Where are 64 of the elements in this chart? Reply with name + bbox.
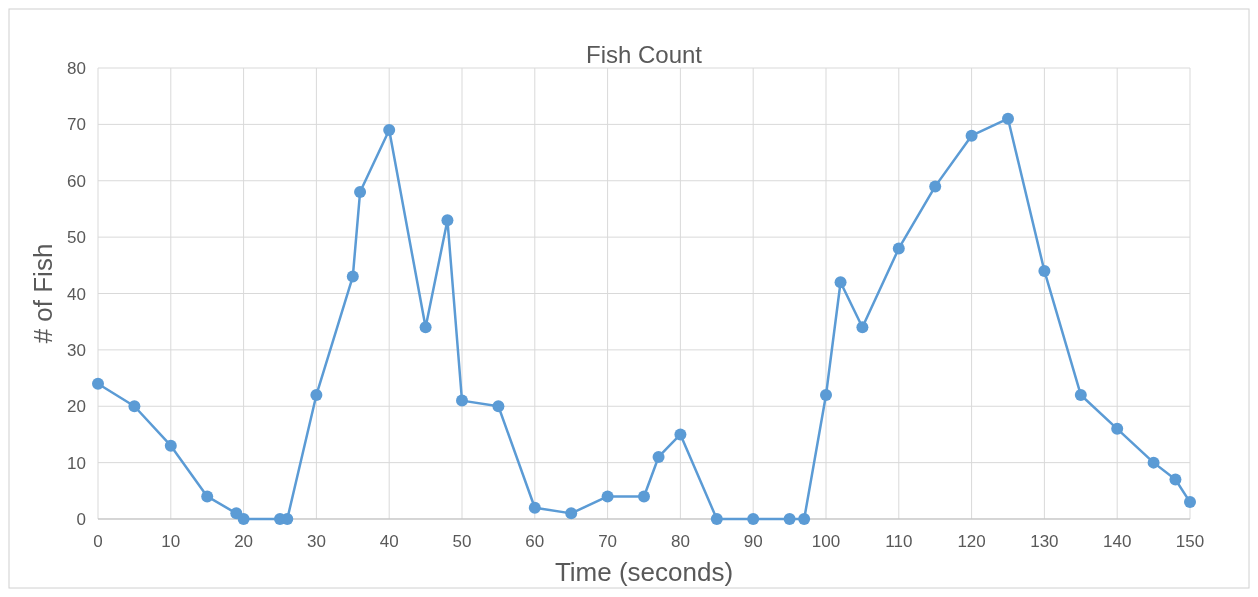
point xyxy=(674,428,687,441)
x-tick-label: 70 xyxy=(598,532,618,551)
x-tick-label: 120 xyxy=(957,532,986,551)
point xyxy=(1184,496,1196,509)
chart-title: Fish Count xyxy=(585,41,703,68)
x-tick-label: 0 xyxy=(93,532,103,551)
point xyxy=(201,490,214,503)
point xyxy=(856,321,869,334)
point xyxy=(310,388,323,401)
x-tick-label: 10 xyxy=(161,532,181,551)
y-tick-label: 40 xyxy=(67,284,86,304)
point xyxy=(1147,456,1160,469)
point xyxy=(441,214,454,227)
y-axis-title: # of Fish xyxy=(28,243,58,344)
y-tick-label: 70 xyxy=(67,115,86,135)
x-tick-label: 80 xyxy=(670,532,690,551)
point xyxy=(1169,473,1182,486)
point xyxy=(346,270,359,283)
x-axis-title: Time (seconds) xyxy=(554,557,734,587)
x-tick-label: 60 xyxy=(525,532,545,551)
point xyxy=(383,124,396,137)
point xyxy=(710,513,723,525)
y-tick-label: 50 xyxy=(67,228,86,248)
x-tick-label: 30 xyxy=(306,532,326,551)
y-tick-label: 20 xyxy=(67,397,86,417)
point xyxy=(565,507,578,520)
x-tick-label: 20 xyxy=(234,532,254,551)
point xyxy=(1038,264,1051,277)
point xyxy=(798,513,811,525)
point xyxy=(965,129,978,142)
x-tick-label: 110 xyxy=(885,532,913,551)
x-tick-label: 150 xyxy=(1175,532,1205,551)
point xyxy=(528,501,541,514)
point xyxy=(638,490,650,503)
point xyxy=(128,400,141,413)
y-tick-label: 10 xyxy=(67,453,86,473)
point xyxy=(601,490,614,503)
point xyxy=(820,388,832,401)
y-tick-label: 0 xyxy=(76,510,86,529)
point xyxy=(1002,112,1014,125)
y-tick-label: 30 xyxy=(67,340,86,360)
x-tick-label: 140 xyxy=(1103,532,1132,551)
point xyxy=(419,321,432,334)
y-tick-label: 80 xyxy=(67,59,86,78)
point xyxy=(456,394,468,407)
y-tick-label: 60 xyxy=(67,171,86,191)
point xyxy=(929,180,942,193)
x-tick-label: 40 xyxy=(379,532,399,551)
point xyxy=(237,513,250,525)
point xyxy=(834,276,847,289)
point xyxy=(492,400,505,413)
x-tick-label: 130 xyxy=(1030,532,1059,551)
x-tick-label: 90 xyxy=(743,532,763,551)
point xyxy=(1074,388,1087,401)
x-tick-label: 100 xyxy=(811,532,841,551)
point xyxy=(1111,422,1124,435)
point xyxy=(783,513,796,525)
x-tick-label: 50 xyxy=(452,532,472,551)
point xyxy=(164,439,177,452)
point xyxy=(354,186,367,199)
point xyxy=(747,513,760,525)
point xyxy=(652,450,665,463)
point xyxy=(92,377,104,390)
point xyxy=(892,242,905,255)
